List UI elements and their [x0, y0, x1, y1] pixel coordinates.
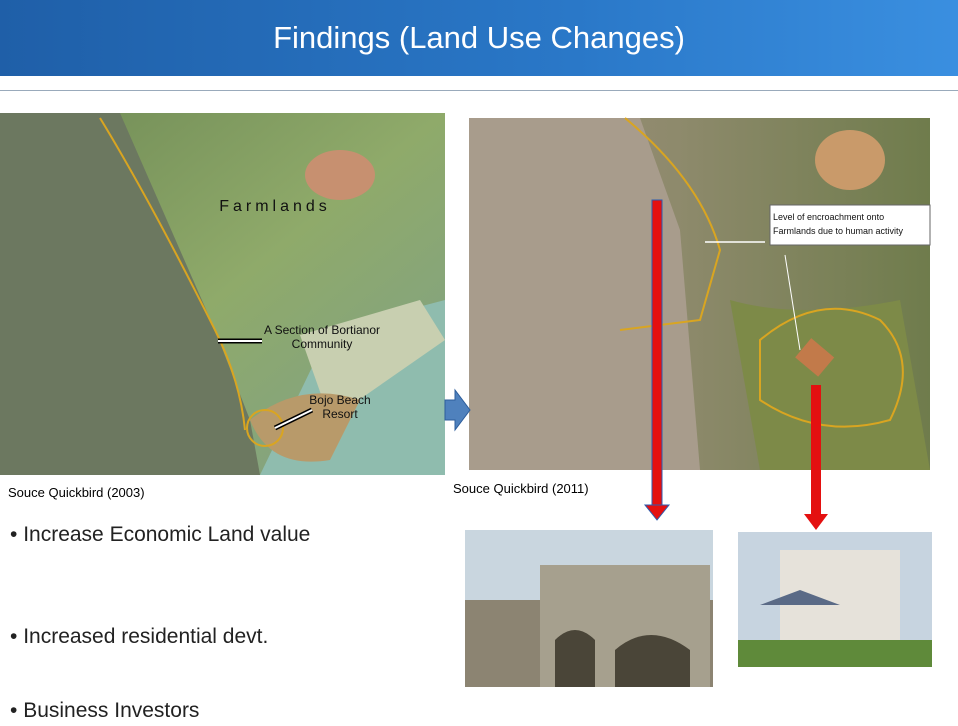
building-photo-2: [738, 532, 932, 667]
slide: Findings (Land Use Changes): [0, 0, 958, 720]
satellite-image-2011: [469, 118, 930, 470]
map-label: Farmlands: [195, 198, 355, 216]
map-label: Bojo Beach Resort: [305, 393, 375, 421]
bullet: • Increase Economic Land value: [10, 520, 330, 550]
map-label: A Section of Bortianor Community: [262, 323, 382, 351]
building-photo-1: [465, 530, 713, 687]
transition-arrow: [445, 390, 470, 430]
bullet: • Increased residential devt.: [10, 622, 370, 652]
figures: [0, 0, 958, 720]
image-caption: Souce Quickbird (2011): [453, 481, 589, 496]
bullet: • Business Investors: [10, 696, 370, 726]
map-label: Level of encroachment onto Farmlands due…: [773, 210, 929, 238]
bullet-text: Increased residential devt.: [23, 625, 268, 648]
image-caption: Souce Quickbird (2003): [8, 485, 145, 500]
bullet-text: Increase Economic Land value: [23, 523, 310, 546]
satellite-image-2003: [0, 113, 445, 475]
bullet-text: Business Investors: [23, 699, 199, 722]
